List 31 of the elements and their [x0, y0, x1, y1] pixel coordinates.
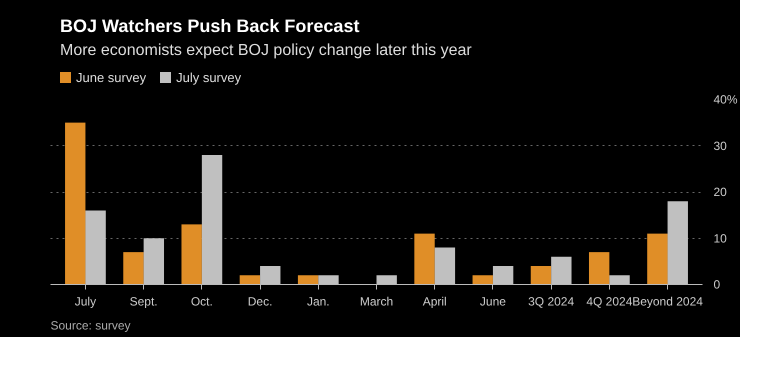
bar	[181, 224, 202, 285]
x-tick-label: Beyond 2024	[632, 294, 704, 309]
x-tick-label: June	[480, 294, 506, 309]
bar	[472, 275, 493, 285]
legend-label: June survey	[76, 70, 146, 85]
source-note: Source: survey	[50, 318, 131, 333]
bar	[414, 234, 435, 285]
y-tick-label: 10	[714, 231, 728, 246]
chart-title: BOJ Watchers Push Back Forecast	[60, 15, 360, 38]
bar	[588, 252, 610, 285]
y-tick-label: 40%	[714, 92, 738, 107]
bar	[298, 275, 318, 285]
x-tick-label: Sept.	[130, 294, 158, 309]
bar	[240, 275, 260, 285]
bar	[530, 266, 552, 285]
x-tick-label: Jan.	[306, 294, 330, 309]
legend-label: July survey	[176, 70, 242, 85]
x-tick-label: March	[360, 294, 394, 309]
bar	[123, 252, 144, 285]
y-tick-label: 0	[714, 278, 720, 292]
bar	[647, 234, 668, 285]
x-tick-label: Oct.	[190, 294, 213, 309]
y-tick-label: 30	[714, 138, 728, 153]
chart-subtitle: More economists expect BOJ policy change later this year	[60, 40, 472, 61]
bar	[65, 122, 86, 285]
x-tick-label: 3Q 2024	[528, 294, 574, 309]
x-tick-label: 4Q 2024	[586, 294, 633, 309]
x-tick-label: April	[422, 294, 447, 309]
x-tick-label: Dec.	[248, 294, 272, 309]
x-tick-label: July	[74, 294, 96, 309]
y-tick-label: 20	[714, 185, 728, 200]
